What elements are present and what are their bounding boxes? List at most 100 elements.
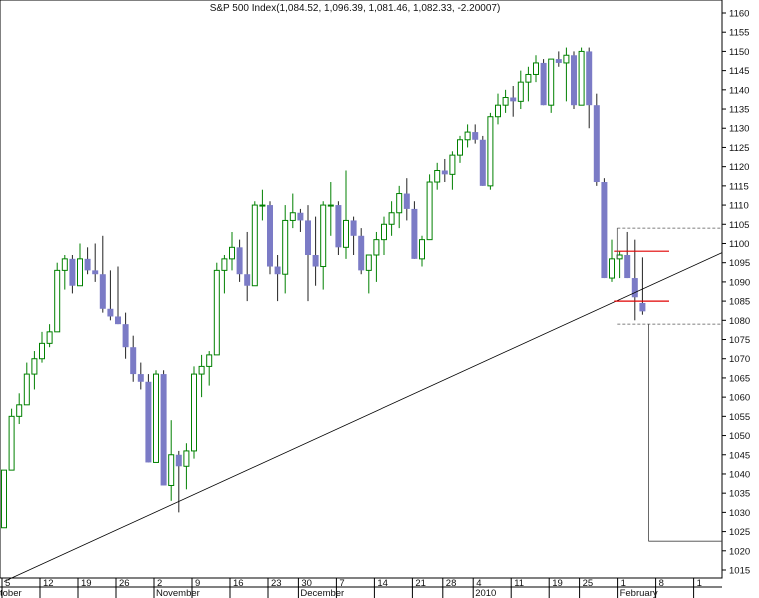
candle-body-up [457, 139, 463, 156]
x-day-label: 7 [339, 578, 344, 589]
candle-body-up [533, 62, 539, 75]
candle-body-up [251, 204, 258, 287]
plot-frame [0, 0, 723, 579]
candle-body-up [46, 331, 53, 344]
y-tick-label: 1040 [729, 469, 750, 480]
chart-title: S&P 500 Index(1,084.52, 1,096.39, 1,081.… [210, 3, 501, 14]
candle-body-down [160, 374, 167, 486]
candle-body-up [487, 116, 494, 187]
candle-body-down [593, 105, 600, 183]
y-tick-label: 1110 [729, 201, 749, 212]
candle-body-up [381, 223, 387, 241]
candle-body-up [563, 54, 570, 64]
candle-body-down [571, 55, 577, 106]
candle-body-up [206, 354, 213, 367]
candle-body-up [426, 181, 433, 241]
candle-body-up [495, 104, 501, 118]
candle-body-up [54, 269, 61, 333]
candle-body-up [327, 204, 334, 207]
candle-body-up [434, 169, 441, 183]
candle-body-down [312, 255, 319, 267]
candle-body-up [259, 204, 266, 207]
y-tick-label: 1130 [729, 124, 749, 135]
candle-body-up [31, 358, 38, 375]
candle-body-down [350, 220, 357, 236]
x-day-label: 19 [552, 578, 563, 589]
x-day-label: 4 [476, 578, 481, 589]
y-tick-label: 1125 [729, 143, 749, 154]
x-day-label: 11 [514, 578, 524, 589]
candle-body-down [601, 182, 608, 279]
y-tick-label: 1120 [729, 162, 749, 173]
x-day-label: 19 [81, 578, 92, 589]
x-day-label: 30 [301, 578, 312, 589]
x-month-label: tober [0, 588, 22, 598]
candle-body-down [267, 205, 273, 267]
x-day-label: 26 [119, 578, 130, 589]
candle-body-down [639, 302, 646, 312]
y-tick-label: 1160 [729, 9, 749, 20]
candle-body-down [472, 132, 479, 140]
candles [1, 47, 646, 529]
candle-body-up [39, 342, 45, 360]
candle-body-down [297, 212, 304, 221]
candle-body-down [130, 347, 137, 375]
x-month-label: December [300, 588, 344, 598]
candle-body-down [335, 205, 342, 248]
candle-body-up [365, 254, 372, 271]
candle-body-up [1, 469, 7, 529]
y-tick-label: 1020 [729, 546, 750, 557]
x-month-label: 2010 [475, 588, 496, 598]
candle-body-down [145, 381, 152, 463]
x-day-label: 23 [271, 578, 282, 589]
candle-body-down [99, 274, 106, 309]
candle-body-down [84, 258, 91, 271]
x-day-label: 2 [157, 578, 162, 589]
candle-body-down [305, 220, 311, 256]
candle-body-down [631, 278, 638, 298]
candle-body-down [540, 62, 547, 106]
candle-body-up [282, 219, 289, 275]
candle-body-down [274, 266, 281, 275]
y-tick-label: 1045 [729, 450, 750, 461]
y-tick-label: 1145 [729, 66, 749, 77]
candle-body-down [586, 51, 593, 106]
y-tick-label: 1075 [729, 335, 750, 346]
x-day-label: 1 [697, 578, 702, 589]
x-day-label: 21 [415, 578, 426, 589]
candle-body-down [236, 247, 243, 275]
candle-body-down [510, 97, 517, 102]
y-tick-label: 1015 [729, 566, 750, 577]
candle-body-up [517, 81, 524, 102]
x-day-label: 12 [43, 578, 54, 589]
y-tick-label: 1135 [729, 105, 749, 116]
candle-body-up [578, 50, 585, 106]
y-tick-label: 1100 [729, 239, 749, 250]
y-tick-label: 1065 [729, 373, 750, 384]
y-tick-label: 1085 [729, 297, 750, 308]
candle-body-down [555, 59, 562, 63]
candle-body-up [221, 258, 228, 271]
y-tick-label: 1095 [729, 258, 750, 269]
candle-body-down [69, 258, 76, 286]
candle-body-up [548, 58, 555, 106]
candle-body-up [396, 193, 403, 214]
y-tick-label: 1140 [729, 85, 749, 96]
y-tick-label: 1025 [729, 527, 750, 538]
x-month-label: November [156, 588, 200, 598]
candle-body-up [464, 131, 471, 141]
candle-body-up [289, 212, 296, 221]
candle-body-up [616, 254, 623, 260]
candle-body-up [502, 97, 509, 106]
y-tick-label: 1050 [729, 431, 750, 442]
candle-body-down [175, 454, 182, 467]
x-day-label: 28 [446, 578, 457, 589]
x-axis: 5 12 19 26 2 9 16 23 30 7 14 21 28 4 11 19 25 1 8 1 tober Nov… [0, 578, 702, 598]
candle-body-down [137, 374, 144, 382]
candle-body-down [441, 170, 448, 175]
candle-body-down [358, 235, 365, 271]
y-tick-label: 1090 [729, 277, 750, 288]
candle-body-up [8, 415, 15, 471]
candle-body-down [92, 270, 99, 275]
